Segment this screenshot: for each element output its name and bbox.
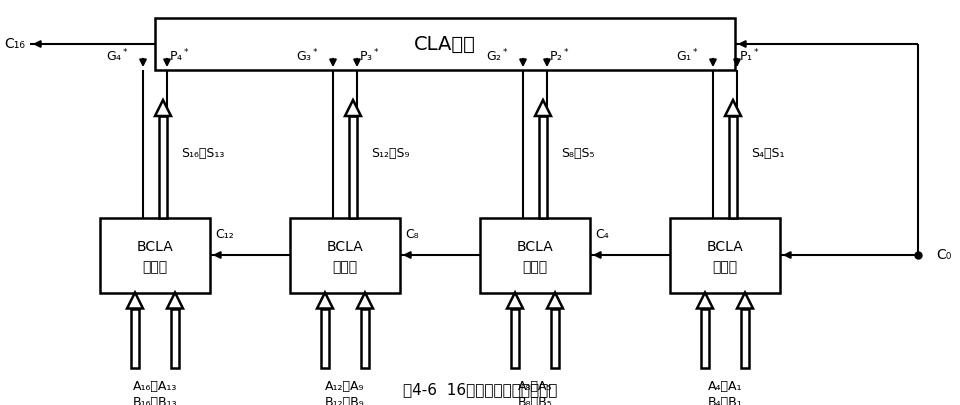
Text: BCLA: BCLA [707,240,743,254]
Polygon shape [155,100,171,116]
Bar [290,217,400,292]
Bar [480,217,590,292]
Text: 加法器: 加法器 [142,260,168,274]
Text: CLA电路: CLA电路 [414,34,476,53]
Text: C₈: C₈ [405,228,419,241]
Polygon shape [697,292,713,309]
Text: S₄～S₁: S₄～S₁ [751,147,784,160]
Polygon shape [345,100,361,116]
Text: 加法器: 加法器 [522,260,547,274]
Text: 加法器: 加法器 [712,260,737,274]
Text: BCLA: BCLA [136,240,174,254]
Polygon shape [167,292,183,309]
Text: P₁$^*$: P₁$^*$ [739,47,759,64]
Bar [511,309,519,367]
Text: B₁₆～B₁₃: B₁₆～B₁₃ [132,396,178,405]
Text: A₁₆～A₁₃: A₁₆～A₁₃ [132,379,178,392]
Text: C₄: C₄ [595,228,609,241]
Polygon shape [725,100,741,116]
Text: C₀: C₀ [936,248,951,262]
Text: B₄～B₁: B₄～B₁ [708,396,742,405]
Text: G₃$^*$: G₃$^*$ [297,47,319,64]
Bar [100,217,210,292]
Text: S₁₆～S₁₃: S₁₆～S₁₃ [181,147,225,160]
Text: BCLA: BCLA [516,240,553,254]
Polygon shape [127,292,143,309]
Bar [321,309,329,367]
Text: G₂$^*$: G₂$^*$ [487,47,509,64]
Bar [741,309,749,367]
Text: G₁$^*$: G₁$^*$ [676,47,699,64]
Bar [701,309,709,367]
Bar [539,116,547,217]
Bar [361,309,369,367]
Polygon shape [547,292,563,309]
Bar [670,217,780,292]
Polygon shape [535,100,551,116]
Text: C₁₂: C₁₂ [215,228,233,241]
Text: P₂$^*$: P₂$^*$ [549,47,569,64]
Text: P₄$^*$: P₄$^*$ [169,47,189,64]
Bar [729,116,737,217]
Text: S₁₂～S₉: S₁₂～S₉ [371,147,410,160]
Bar [349,116,357,217]
Text: S₈～S₅: S₈～S₅ [561,147,594,160]
Polygon shape [317,292,333,309]
Text: BCLA: BCLA [326,240,364,254]
Text: A₁₂～A₉: A₁₂～A₉ [325,379,365,392]
Polygon shape [357,292,373,309]
Text: B₈～B₅: B₈～B₅ [517,396,552,405]
Polygon shape [737,292,753,309]
Polygon shape [507,292,523,309]
Bar [155,18,735,70]
Bar [131,309,139,367]
Bar [159,116,167,217]
Text: 加法器: 加法器 [332,260,357,274]
Text: B₁₂～B₉: B₁₂～B₉ [325,396,365,405]
Text: C₁₆: C₁₆ [4,37,25,51]
Text: P₃$^*$: P₃$^*$ [359,47,379,64]
Text: 图4-6  16位两级先行进位加法器: 图4-6 16位两级先行进位加法器 [403,382,557,397]
Bar [551,309,559,367]
Text: G₄$^*$: G₄$^*$ [107,47,129,64]
Text: A₄～A₁: A₄～A₁ [708,379,742,392]
Text: A₈～A₅: A₈～A₅ [517,379,552,392]
Bar [171,309,179,367]
